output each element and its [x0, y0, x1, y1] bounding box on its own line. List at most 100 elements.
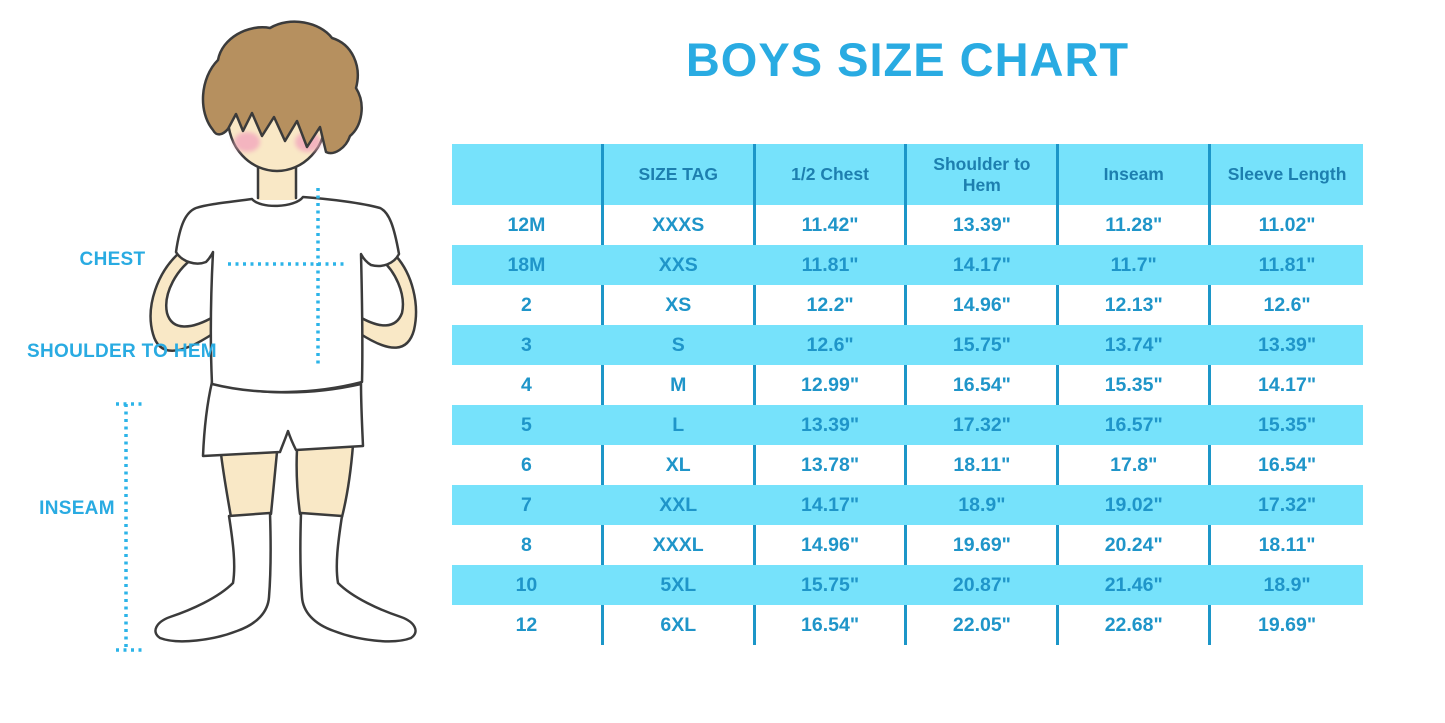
table-row: 3 S 12.6" 15.75" 13.74" 13.39" [452, 325, 1363, 365]
table-cell: XXXS [604, 205, 756, 245]
table-cell: 14.96" [907, 285, 1060, 325]
table-cell: 17.8" [1059, 445, 1212, 485]
chest-label: CHEST [79, 249, 146, 270]
table-cell: 5XL [603, 565, 756, 605]
table-cell: 11.81" [1211, 245, 1363, 285]
size-table-head: SIZE TAG 1/2 Chest Shoulder to Hem Inseam Sl… [452, 144, 1363, 205]
table-cell: XXS [603, 245, 756, 285]
table-cell: 11.7" [1059, 245, 1212, 285]
table-cell: 6 [452, 445, 604, 485]
table-cell: 13.39" [1211, 325, 1363, 365]
boy-left-thigh [219, 450, 279, 519]
table-cell: XXL [603, 485, 756, 525]
table-cell: 15.75" [755, 565, 908, 605]
table-cell: 12M [452, 205, 604, 245]
table-cell: 3 [452, 325, 604, 365]
table-cell: 19.69" [1258, 613, 1317, 636]
table-cell: 18.11" [907, 445, 1060, 485]
table-cell: 11.02" [1258, 213, 1316, 236]
table-cell: 21.46" [1059, 565, 1212, 605]
table-cell: 14.17" [1258, 373, 1317, 396]
table-cell: 16.57" [1059, 405, 1212, 445]
table-cell: 15.75" [907, 325, 1060, 365]
boy-right-thigh [295, 443, 355, 519]
table-cell: M [604, 365, 756, 405]
table-cell: 16.54" [756, 605, 908, 645]
table-cell: 19.02" [1059, 485, 1212, 525]
table-cell: 18.11" [1258, 533, 1316, 556]
table-row: 4 M 12.99" 16.54" 15.35" 14.17" [452, 365, 1363, 405]
table-cell: XL [604, 445, 756, 485]
table-cell: S [603, 325, 756, 365]
table-cell: 14.17" [907, 245, 1060, 285]
table-cell: 12.2" [756, 285, 908, 325]
table-cell: 18.9" [1211, 565, 1363, 605]
table-row: 7 XXL 14.17" 18.9" 19.02" 17.32" [452, 485, 1363, 525]
boy-hair [201, 20, 363, 155]
table-cell: 17.32" [1211, 485, 1363, 525]
table-row: 2 XS 12.2" 14.96" 12.13" 12.6" [452, 285, 1363, 325]
table-cell: 15.35" [1059, 365, 1212, 405]
boy-tshirt [174, 195, 401, 394]
column-header [452, 144, 604, 205]
table-cell: 7 [452, 485, 604, 525]
table-cell: 12.6" [1263, 293, 1311, 316]
table-row: 18M XXS 11.81" 14.17" 11.7" 11.81" [452, 245, 1363, 285]
table-cell: 15.35" [1211, 405, 1363, 445]
table-cell: 10 [452, 565, 604, 605]
table-row: 6 XL 13.78" 18.11" 17.8" 16.54" [452, 445, 1363, 485]
table-cell: 4 [452, 365, 604, 405]
column-header: SIZE TAG [603, 144, 756, 205]
table-cell: 16.54" [907, 365, 1060, 405]
table-cell: 16.54" [1258, 453, 1317, 476]
table-cell: 18M [452, 245, 604, 285]
table-cell: XXXL [604, 525, 756, 565]
page-title: BOYS SIZE CHART [685, 33, 1130, 86]
table-cell: XS [604, 285, 756, 325]
table-row: 5 L 13.39" 17.32" 16.57" 15.35" [452, 405, 1363, 445]
size-table: SIZE TAG 1/2 Chest Shoulder to Hem Inseam Sl… [452, 144, 1363, 645]
header-row: SIZE TAG 1/2 Chest Shoulder to Hem Inseam Sl… [452, 144, 1363, 205]
boy-figure-drawing [116, 20, 418, 652]
table-cell: 22.05" [907, 605, 1060, 645]
table-cell: 14.96" [756, 525, 908, 565]
table-cell: 11.28" [1059, 205, 1212, 245]
table-cell: L [603, 405, 756, 445]
table-cell: 17.32" [907, 405, 1060, 445]
table-cell: 13.78" [756, 445, 908, 485]
column-header: Shoulder to Hem [907, 144, 1060, 205]
table-row: 12M XXXS 11.42" 13.39" 11.28" 11.02" [452, 205, 1363, 245]
boy-right-sock [299, 511, 417, 643]
column-header: Inseam [1059, 144, 1212, 205]
table-cell: 12.6" [755, 325, 908, 365]
inseam-label: INSEAM [39, 498, 115, 519]
table-cell: 18.9" [907, 485, 1060, 525]
table-row: 12 6XL 16.54" 22.05" 22.68" 19.69" [452, 605, 1363, 645]
table-cell: 22.68" [1059, 605, 1212, 645]
size-table-body: 12M XXXS 11.42" 13.39" 11.28" 11.02" 18M XXS 11.… [452, 205, 1363, 645]
table-cell: 19.69" [907, 525, 1060, 565]
table-row: 8 XXXL 14.96" 19.69" 20.24" 18.11" [452, 525, 1363, 565]
table-cell: 13.39" [755, 405, 908, 445]
table-cell: 5 [452, 405, 604, 445]
column-header: 1/2 Chest [755, 144, 908, 205]
table-cell: 12.13" [1059, 285, 1212, 325]
boy-illustration: CHEST SHOULDER TO HEM INSEAM [0, 0, 430, 680]
table-cell: 12.99" [756, 365, 908, 405]
table-cell: 8 [452, 525, 604, 565]
table-cell: 6XL [604, 605, 756, 645]
boy-right-arm [356, 254, 418, 349]
shoulder-to-hem-label: SHOULDER TO HEM [27, 341, 217, 362]
table-cell: 11.81" [755, 245, 908, 285]
column-header: Sleeve Length [1211, 144, 1363, 205]
table-cell: 13.74" [1059, 325, 1212, 365]
boy-left-sock [154, 511, 272, 643]
table-cell: 13.39" [907, 205, 1060, 245]
table-cell: 11.42" [756, 205, 908, 245]
table-cell: 14.17" [755, 485, 908, 525]
table-row: 10 5XL 15.75" 20.87" 21.46" 18.9" [452, 565, 1363, 605]
table-cell: 20.24" [1059, 525, 1212, 565]
table-cell: 2 [452, 285, 604, 325]
table-cell: 20.87" [907, 565, 1060, 605]
